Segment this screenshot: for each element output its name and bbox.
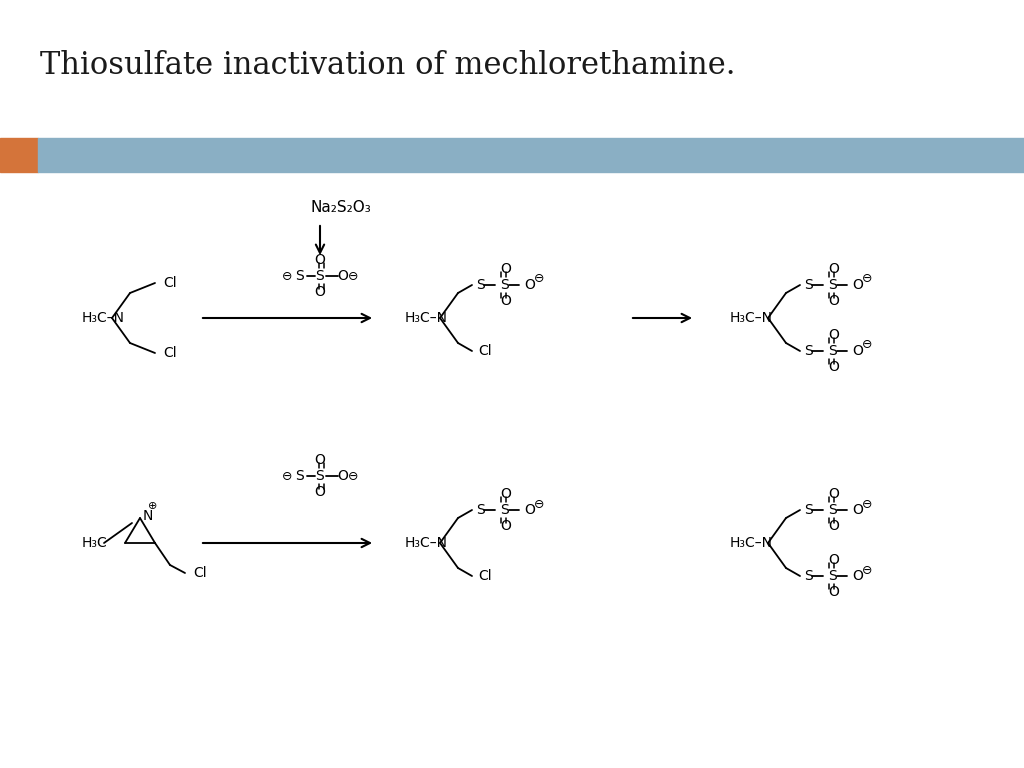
Text: S: S: [828, 278, 837, 292]
Text: H₃C–N: H₃C–N: [82, 311, 125, 325]
Text: O: O: [852, 344, 863, 358]
Text: O: O: [852, 569, 863, 583]
Text: O: O: [524, 503, 535, 517]
Text: Na₂S₂O₃: Na₂S₂O₃: [310, 200, 371, 216]
Bar: [0, 138, 38, 172]
Text: H₃C–N: H₃C–N: [406, 536, 449, 550]
Text: S: S: [828, 344, 837, 358]
Text: ⊖: ⊖: [534, 273, 545, 286]
Text: O: O: [338, 269, 348, 283]
Text: O: O: [500, 519, 511, 533]
Text: O: O: [828, 487, 839, 501]
Text: S: S: [476, 503, 484, 517]
Text: O: O: [338, 469, 348, 483]
Text: S: S: [315, 269, 325, 283]
Text: O: O: [828, 553, 839, 567]
Text: O: O: [852, 278, 863, 292]
Text: S: S: [315, 469, 325, 483]
Text: Thiosulfate inactivation of mechlorethamine.: Thiosulfate inactivation of mechloretham…: [40, 50, 735, 81]
Text: O: O: [500, 487, 511, 501]
Text: O: O: [828, 262, 839, 276]
Text: O: O: [500, 262, 511, 276]
Text: Cl: Cl: [478, 344, 492, 358]
Text: ⊖: ⊖: [534, 498, 545, 511]
Text: O: O: [828, 360, 839, 374]
Text: S: S: [828, 503, 837, 517]
Text: Cl: Cl: [163, 276, 176, 290]
Text: S: S: [828, 569, 837, 583]
Text: S: S: [500, 503, 509, 517]
Text: Cl: Cl: [193, 566, 207, 580]
Text: ⊖: ⊖: [282, 270, 292, 283]
Text: O: O: [314, 485, 326, 499]
Text: Cl: Cl: [163, 346, 176, 360]
Text: ⊖: ⊖: [348, 469, 358, 482]
Text: Cl: Cl: [478, 569, 492, 583]
Text: S: S: [500, 278, 509, 292]
Text: S: S: [296, 269, 304, 283]
Text: O: O: [828, 585, 839, 599]
Text: S: S: [476, 278, 484, 292]
Text: H₃C–N: H₃C–N: [730, 311, 773, 325]
Text: H₃C–N: H₃C–N: [730, 536, 773, 550]
Text: S: S: [804, 569, 813, 583]
Text: O: O: [852, 503, 863, 517]
Text: O: O: [314, 453, 326, 467]
Text: O: O: [828, 519, 839, 533]
Text: O: O: [314, 285, 326, 299]
Text: O: O: [314, 253, 326, 267]
Text: ⊖: ⊖: [862, 339, 872, 352]
Text: S: S: [296, 469, 304, 483]
Text: S: S: [804, 503, 813, 517]
Text: ⊖: ⊖: [282, 469, 292, 482]
Text: O: O: [524, 278, 535, 292]
Text: O: O: [828, 294, 839, 308]
Text: ⊖: ⊖: [862, 564, 872, 577]
Text: S: S: [804, 344, 813, 358]
Bar: [38, 138, 1024, 172]
Text: S: S: [804, 278, 813, 292]
Text: ⊖: ⊖: [862, 498, 872, 511]
Text: H₃C: H₃C: [82, 536, 108, 550]
Text: O: O: [828, 328, 839, 342]
Text: H₃C–N: H₃C–N: [406, 311, 449, 325]
Text: N: N: [143, 509, 154, 523]
Text: ⊖: ⊖: [862, 273, 872, 286]
Text: ⊖: ⊖: [348, 270, 358, 283]
Text: ⊕: ⊕: [148, 501, 158, 511]
Text: O: O: [500, 294, 511, 308]
